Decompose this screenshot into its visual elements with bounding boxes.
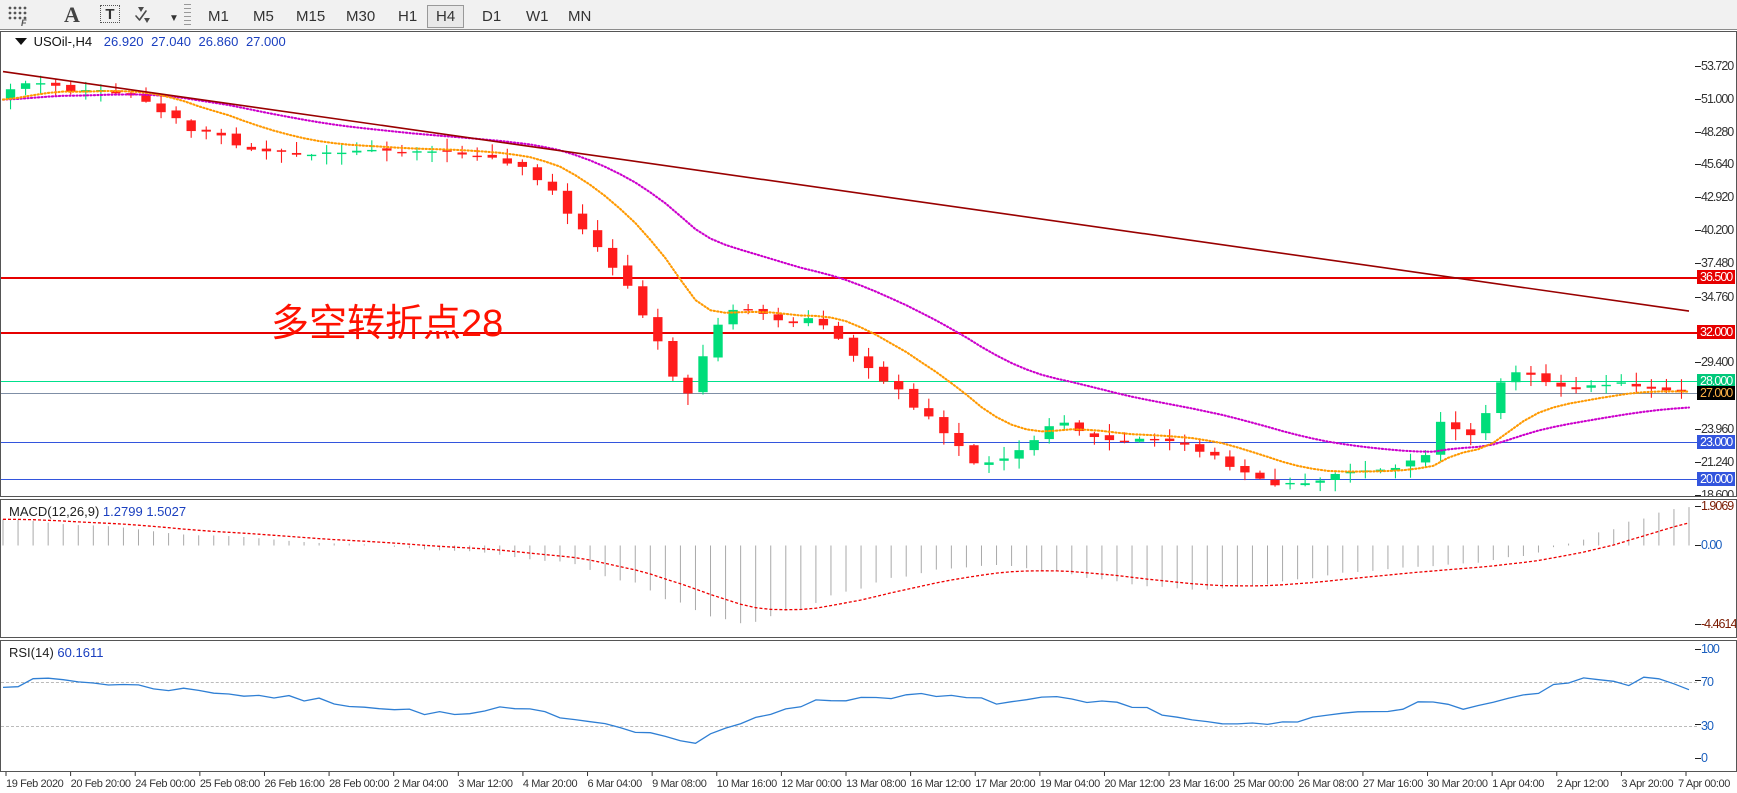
svg-text:19 Mar 04:00: 19 Mar 04:00 [1040, 778, 1100, 790]
svg-text:16 Mar 12:00: 16 Mar 12:00 [911, 778, 971, 790]
svg-text:12 Mar 00:00: 12 Mar 00:00 [781, 778, 841, 790]
svg-text:28 Feb 00:00: 28 Feb 00:00 [329, 778, 389, 790]
svg-text:9 Mar 08:00: 9 Mar 08:00 [652, 778, 707, 790]
svg-text:20 Feb 20:00: 20 Feb 20:00 [71, 778, 131, 790]
svg-text:6 Mar 04:00: 6 Mar 04:00 [588, 778, 643, 790]
svg-text:17 Mar 20:00: 17 Mar 20:00 [975, 778, 1035, 790]
svg-text:3 Apr 20:00: 3 Apr 20:00 [1621, 778, 1673, 790]
svg-text:30 Mar 20:00: 30 Mar 20:00 [1428, 778, 1488, 790]
svg-text:26 Mar 08:00: 26 Mar 08:00 [1298, 778, 1358, 790]
svg-text:2 Mar 04:00: 2 Mar 04:00 [394, 778, 449, 790]
svg-text:4 Mar 20:00: 4 Mar 20:00 [523, 778, 578, 790]
svg-text:20 Mar 12:00: 20 Mar 12:00 [1104, 778, 1164, 790]
svg-text:13 Mar 08:00: 13 Mar 08:00 [846, 778, 906, 790]
svg-text:25 Mar 00:00: 25 Mar 00:00 [1234, 778, 1294, 790]
svg-text:2 Apr 12:00: 2 Apr 12:00 [1557, 778, 1609, 790]
svg-text:23 Mar 16:00: 23 Mar 16:00 [1169, 778, 1229, 790]
svg-text:26 Feb 16:00: 26 Feb 16:00 [264, 778, 324, 790]
svg-text:19 Feb 2020: 19 Feb 2020 [6, 778, 64, 790]
svg-text:3 Mar 12:00: 3 Mar 12:00 [458, 778, 513, 790]
svg-text:27 Mar 16:00: 27 Mar 16:00 [1363, 778, 1423, 790]
svg-text:1 Apr 04:00: 1 Apr 04:00 [1492, 778, 1544, 790]
svg-text:24 Feb 00:00: 24 Feb 00:00 [135, 778, 195, 790]
svg-text:7 Apr 00:00: 7 Apr 00:00 [1678, 778, 1730, 790]
svg-text:25 Feb 08:00: 25 Feb 08:00 [200, 778, 260, 790]
svg-text:10 Mar 16:00: 10 Mar 16:00 [717, 778, 777, 790]
